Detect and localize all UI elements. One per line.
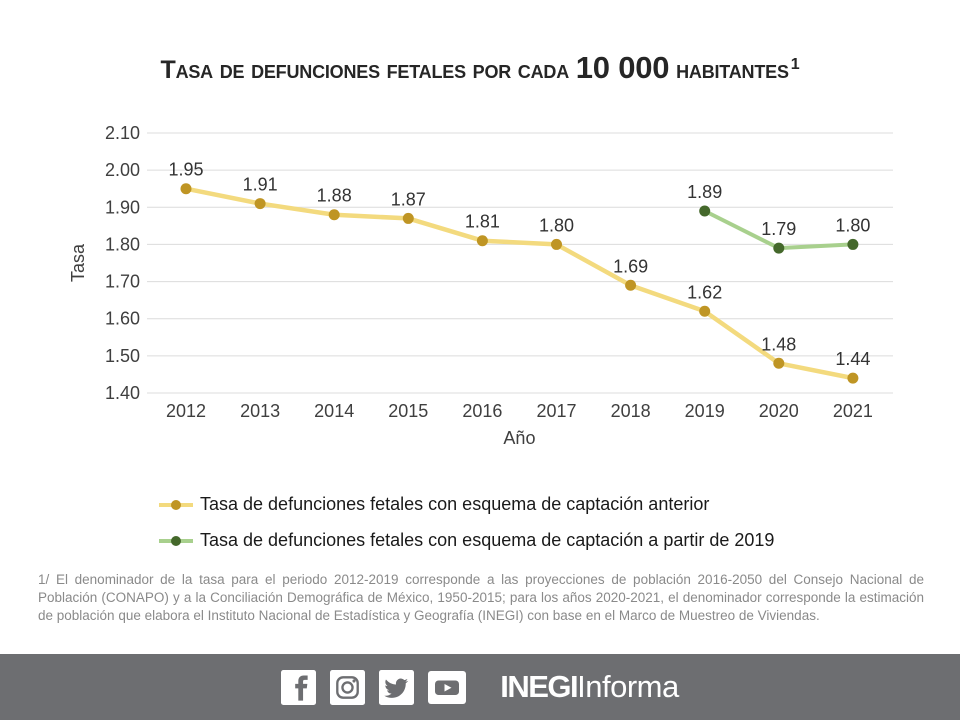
svg-text:1.62: 1.62 [687, 282, 722, 302]
twitter-icon[interactable] [379, 669, 415, 705]
svg-text:1.48: 1.48 [761, 334, 796, 354]
svg-text:1.70: 1.70 [105, 272, 140, 292]
inegi-logo-bold: INEGI [500, 669, 578, 704]
legend-swatch-yellow [159, 499, 193, 510]
svg-text:1.80: 1.80 [105, 234, 140, 254]
legend-swatch-green [159, 535, 193, 546]
svg-text:1.91: 1.91 [243, 175, 278, 195]
inegi-logo-light: Informa [577, 669, 679, 704]
svg-text:1.87: 1.87 [391, 189, 426, 209]
instagram-icon[interactable] [330, 669, 366, 705]
svg-text:2013: 2013 [240, 401, 280, 421]
svg-text:1.89: 1.89 [687, 182, 722, 202]
svg-text:1.40: 1.40 [105, 383, 140, 403]
svg-text:2012: 2012 [166, 401, 206, 421]
chart-legend: Tasa de defunciones fetales con esquema … [158, 494, 774, 566]
svg-text:Año: Año [503, 428, 535, 448]
svg-text:2.10: 2.10 [105, 123, 140, 143]
svg-text:1.88: 1.88 [317, 186, 352, 206]
svg-text:1.44: 1.44 [835, 349, 870, 369]
svg-text:2018: 2018 [611, 401, 651, 421]
legend-label: Tasa de defunciones fetales con esquema … [200, 530, 775, 550]
chart-title-footnote-mark: 1 [790, 56, 800, 73]
svg-text:2019: 2019 [685, 401, 725, 421]
inegi-informa-logo: INEGI Informa [500, 669, 679, 705]
svg-text:2015: 2015 [388, 401, 428, 421]
svg-text:1.95: 1.95 [168, 160, 203, 180]
line-chart: 1.40 1.50 1.60 1.70 1.80 1.90 2.00 2.10 2012 2013… [68, 123, 893, 448]
legend-label: Tasa de defunciones fetales con esquema … [200, 494, 710, 514]
svg-text:2016: 2016 [462, 401, 502, 421]
legend-item-anterior: Tasa de defunciones fetales con esquema … [158, 494, 774, 515]
svg-text:2020: 2020 [759, 401, 799, 421]
footer-bar: INEGI Informa [0, 654, 960, 720]
footnote: 1/ El denominador de la tasa para el per… [38, 572, 924, 623]
svg-text:1.50: 1.50 [105, 346, 140, 366]
svg-text:2.00: 2.00 [105, 160, 140, 180]
chart-title-suffix: habitantes [669, 56, 789, 84]
svg-text:1.79: 1.79 [761, 219, 796, 239]
svg-text:1.80: 1.80 [539, 215, 574, 235]
svg-text:2014: 2014 [314, 401, 354, 421]
svg-text:Tasa: Tasa [68, 243, 88, 282]
legend-item-2019: Tasa de defunciones fetales con esquema … [158, 530, 774, 551]
facebook-icon[interactable] [281, 669, 317, 705]
svg-text:1.90: 1.90 [105, 197, 140, 217]
svg-text:1.80: 1.80 [835, 215, 870, 235]
chart-title-text: Tasa de defunciones fetales por cada [160, 56, 576, 84]
svg-text:1.69: 1.69 [613, 256, 648, 276]
chart-title-number: 10 000 [575, 50, 670, 85]
chart-title: Tasa de defunciones fetales por cada 10 … [0, 50, 960, 86]
svg-text:1.81: 1.81 [465, 212, 500, 232]
svg-text:2021: 2021 [833, 401, 873, 421]
youtube-icon[interactable] [428, 670, 467, 704]
svg-text:1.60: 1.60 [105, 309, 140, 329]
svg-text:2017: 2017 [536, 401, 576, 421]
